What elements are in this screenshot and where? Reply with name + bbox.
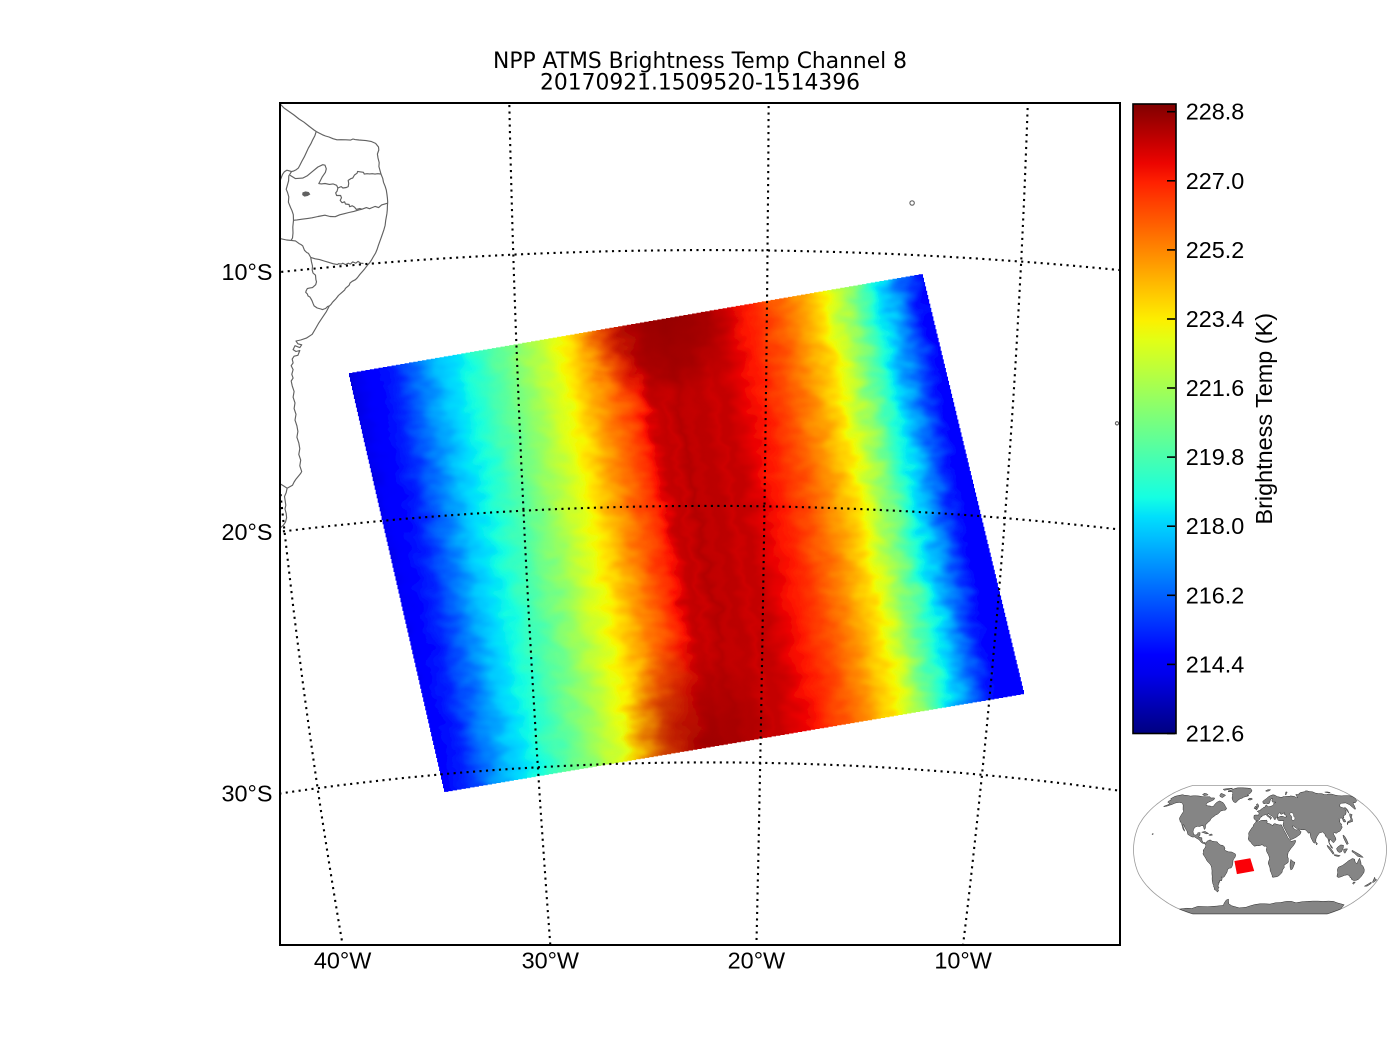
coastline-b1 xyxy=(280,131,317,182)
plot-frame xyxy=(279,102,1121,946)
gridline-parallel-20s xyxy=(280,504,1120,533)
inset-land-greenland xyxy=(1227,787,1253,803)
colorbar-tick-label: 218.0 xyxy=(1186,513,1245,539)
colorbar-tick-label: 228.8 xyxy=(1186,99,1245,125)
colorbar-tick-label: 223.4 xyxy=(1186,306,1245,332)
coastline-layer xyxy=(280,103,1120,529)
island-st-helena xyxy=(1114,421,1120,426)
gridline-meridian-40w xyxy=(280,479,344,945)
island-ascension xyxy=(909,200,915,206)
inset-water-caspian xyxy=(1289,812,1296,821)
inset-land-ellesmere xyxy=(1222,787,1233,791)
inset-land-srilanka xyxy=(1315,841,1318,846)
coastline-lake xyxy=(302,191,311,197)
y-tick-label-20s: 20°S xyxy=(222,519,273,545)
inset-land-na xyxy=(1163,794,1236,893)
inset-land-japan xyxy=(1346,813,1353,826)
swath-noise-group xyxy=(348,273,1025,793)
inset-land-newguinea xyxy=(1351,850,1364,858)
coastline-b2 xyxy=(285,171,295,241)
inset-land-sakhalin xyxy=(1344,806,1350,814)
inset-land-sulawesi xyxy=(1343,848,1348,854)
coastline-es xyxy=(280,483,288,489)
inset-land-baffin xyxy=(1219,793,1226,798)
x-tick-label-30w: 30°W xyxy=(522,948,579,974)
inset-land-svalbard xyxy=(1265,789,1271,792)
swath-hot-patch-bottom xyxy=(621,624,794,793)
x-tick-label-20w: 20°W xyxy=(728,948,785,974)
inset-world-map xyxy=(1133,785,1387,915)
inset-land-hawaii xyxy=(1151,833,1154,835)
colorbar-axis-label: Brightness Temp (K) xyxy=(1251,313,1277,524)
colorbar-tick-label: 225.2 xyxy=(1186,237,1245,263)
coastline-pe_pb xyxy=(293,202,388,221)
y-tick-label-30s: 30°S xyxy=(222,780,273,806)
inset-land-antarctica xyxy=(1179,898,1345,915)
colorbar: 228.8 227.0 225.2 223.4 221.6 219.8 218.… xyxy=(1132,99,1277,747)
inset-land-ireland xyxy=(1253,806,1257,809)
inset-land-iceland xyxy=(1247,797,1253,801)
chart-subtitle: 20170921.1509520-1514396 xyxy=(540,71,860,96)
inset-swath-footprint xyxy=(1234,858,1255,875)
colorbar-tick-label: 221.6 xyxy=(1186,375,1245,401)
inset-land-java xyxy=(1333,854,1341,857)
gridline-layer xyxy=(280,103,1120,945)
inset-land-madagascar xyxy=(1289,859,1296,871)
inset-land-nz_north xyxy=(1372,876,1378,883)
swath-layer xyxy=(348,273,1025,793)
inset-land-tasmania xyxy=(1352,881,1356,885)
coastline-l2 xyxy=(280,237,312,258)
colorbar-tick-label: 227.0 xyxy=(1186,168,1245,194)
gridline-meridian-10w xyxy=(961,103,1029,945)
inset-land-novaya xyxy=(1285,791,1288,796)
inset-land-victoria xyxy=(1202,793,1209,796)
inset-land-africa xyxy=(1248,819,1297,878)
colorbar-gradient xyxy=(1132,103,1177,735)
inset-land-eurasia xyxy=(1253,790,1358,849)
map-area xyxy=(280,103,1120,945)
inset-land-novosib xyxy=(1324,791,1331,793)
colorbar-tick-label: 219.8 xyxy=(1186,444,1245,470)
y-tick-label-10s: 10°S xyxy=(222,259,273,285)
inset-land-cuba xyxy=(1201,831,1209,835)
coastline-coast xyxy=(280,103,389,529)
coastline-l3 xyxy=(310,256,364,266)
coastline-l4 xyxy=(305,257,330,311)
x-tick-label-40w: 40°W xyxy=(314,948,371,974)
inset-land-philippines xyxy=(1342,834,1349,845)
swath-image xyxy=(348,273,1025,793)
gridline-parallel-30s xyxy=(280,761,1120,795)
inset-land-nz_south xyxy=(1364,881,1372,887)
inset-land-australia xyxy=(1336,858,1365,881)
gridline-parallel-10s xyxy=(280,249,1120,274)
inset-land-sumatra xyxy=(1326,845,1335,855)
colorbar-tick-label: 214.4 xyxy=(1186,651,1245,677)
colorbar-tick-label: 212.6 xyxy=(1186,721,1245,747)
x-tick-label-10w: 10°W xyxy=(934,948,991,974)
inset-land-hispaniola xyxy=(1208,833,1213,836)
coastline-catline xyxy=(289,164,381,189)
inset-land-borneo xyxy=(1336,844,1344,853)
chart-title: NPP ATMS Brightness Temp Channel 8 xyxy=(493,49,907,74)
coastline-pe_conn xyxy=(335,187,363,210)
colorbar-tick-label: 216.2 xyxy=(1186,582,1245,608)
